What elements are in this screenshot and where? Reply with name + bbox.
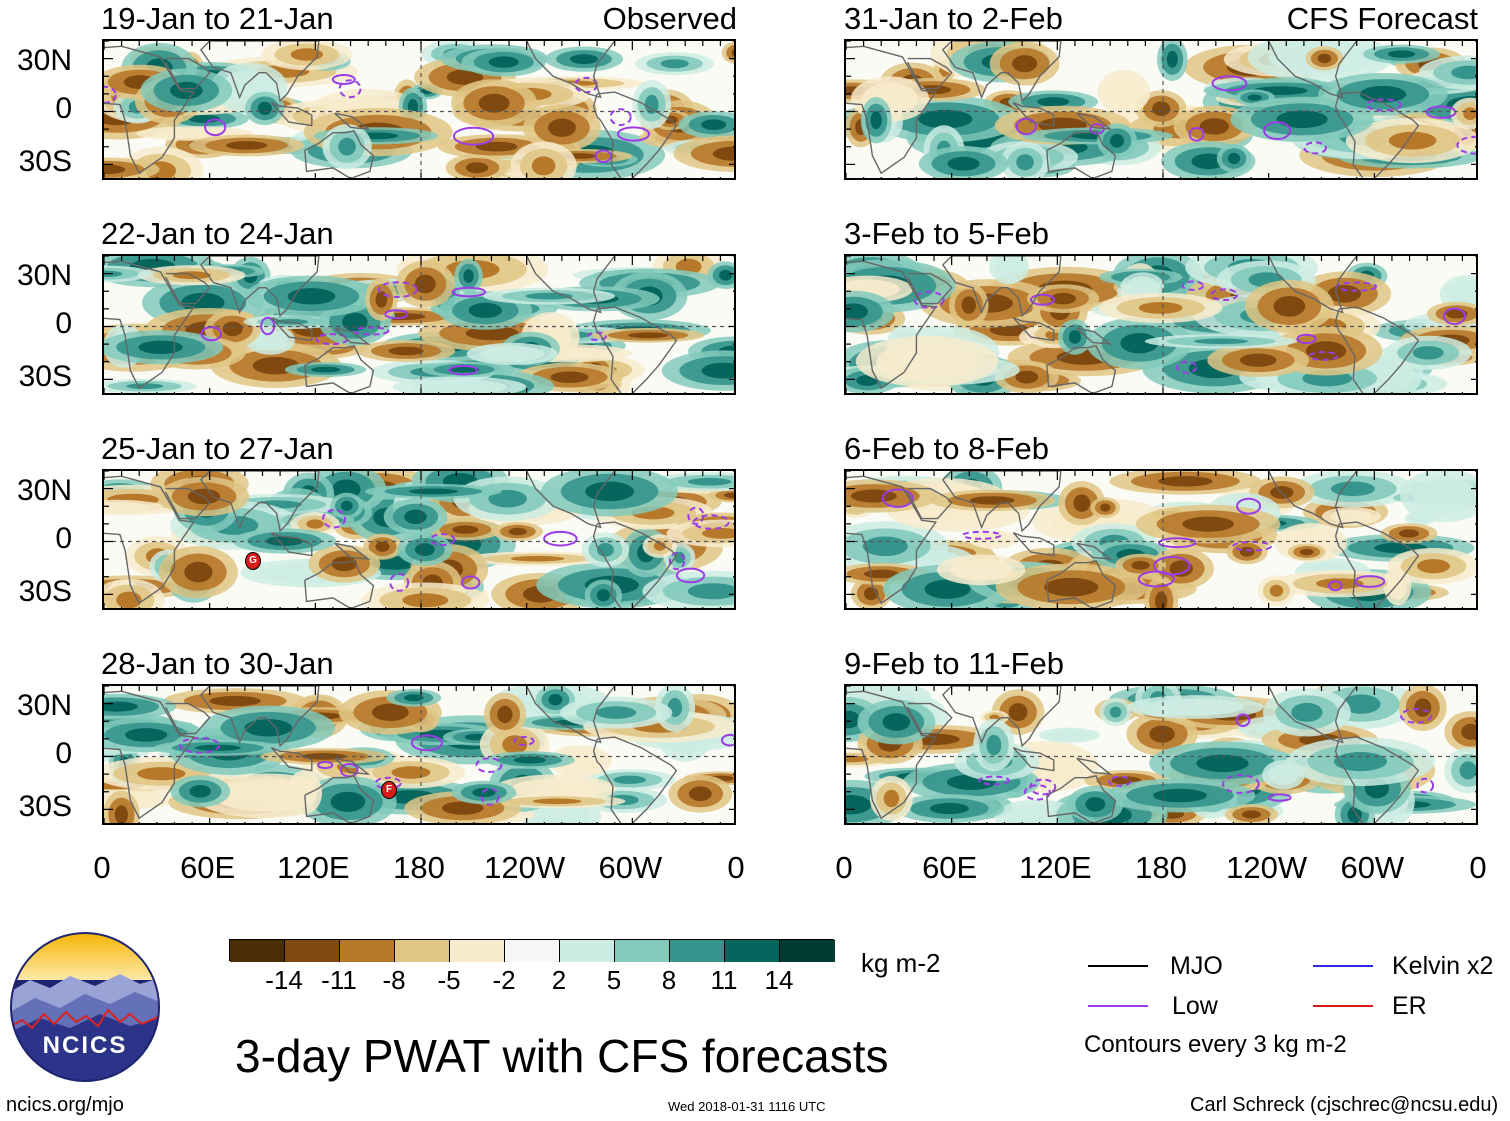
- colorbar-tick-label: 14: [764, 965, 794, 995]
- legend-note: Contours every 3 kg m-2: [1084, 1031, 1347, 1058]
- legend-label-mjo: MJO: [1170, 952, 1223, 980]
- colorbar-tick-label: -11: [321, 965, 357, 995]
- longitude-label: 60E: [922, 850, 978, 885]
- legend-line-er: [1313, 1005, 1373, 1007]
- panel-title: 6-Feb to 8-Feb: [844, 431, 1050, 466]
- latitude-label: 0: [55, 522, 72, 555]
- map-panel: [844, 684, 1478, 825]
- legend-line-mjo: [1088, 965, 1148, 967]
- legend-line-low: [1088, 1005, 1148, 1007]
- pwat-map-svg: [104, 256, 734, 393]
- latitude-label: 0: [55, 307, 72, 340]
- latitude-label: 30S: [18, 575, 72, 608]
- footer-timestamp: Wed 2018-01-31 1116 UTC: [668, 1099, 826, 1114]
- longitude-label: 0: [727, 850, 745, 885]
- ncics-logo: NCICS: [10, 932, 160, 1082]
- colorbar-box: [285, 940, 340, 962]
- map-panel: [844, 39, 1478, 180]
- legend-line-kelvin: [1313, 965, 1373, 967]
- longitude-label: 60W: [598, 850, 663, 885]
- panel-title: 25-Jan to 27-Jan: [101, 431, 334, 466]
- colorbar-box: [395, 940, 450, 962]
- pwat-map-svg: [104, 41, 734, 178]
- map-panel: [844, 469, 1478, 610]
- map-panel: F: [102, 684, 736, 825]
- storm-marker-icon: G: [245, 552, 261, 570]
- colorbar-tick-label: -2: [492, 965, 516, 995]
- longitude-label: 0: [835, 850, 853, 885]
- longitude-label: 60E: [180, 850, 236, 885]
- colorbar-tick-label: -14: [265, 965, 303, 995]
- colorbar-box: [505, 940, 560, 962]
- colorbar-units: kg m-2: [861, 948, 941, 978]
- main-title: 3-day PWAT with CFS forecasts: [235, 1030, 889, 1082]
- latitude-label: 30S: [18, 790, 72, 823]
- colorbar-box: [780, 940, 835, 962]
- map-panel: [844, 254, 1478, 395]
- longitude-label: 120E: [1019, 850, 1092, 885]
- latitude-label: 30N: [16, 474, 72, 507]
- map-panel: [102, 254, 736, 395]
- colorbar-box: [230, 940, 285, 962]
- colorbar-box: [450, 940, 505, 962]
- pwat-map-svg: [846, 686, 1476, 823]
- longitude-label: 180: [1135, 850, 1187, 885]
- longitude-label: 0: [1469, 850, 1487, 885]
- panel-title: 9-Feb to 11-Feb: [844, 646, 1064, 681]
- legend-label-kelvin: Kelvin x2: [1392, 952, 1494, 980]
- longitude-label: 0: [93, 850, 111, 885]
- panel-title: 28-Jan to 30-Jan: [101, 646, 334, 681]
- colorbar: [229, 939, 835, 962]
- pwat-map-svg: [104, 471, 734, 608]
- latitude-label: 30N: [16, 259, 72, 292]
- longitude-label: 60W: [1340, 850, 1405, 885]
- pwat-map-svg: [846, 256, 1476, 393]
- colorbar-box: [615, 940, 670, 962]
- panel-tag-observed: Observed: [602, 1, 737, 36]
- panel-title: 31-Jan to 2-Feb: [844, 1, 1063, 36]
- storm-marker-icon: F: [381, 781, 397, 799]
- footer-url[interactable]: ncics.org/mjo: [6, 1094, 124, 1116]
- latitude-label: 30N: [16, 689, 72, 722]
- panel-title: 3-Feb to 5-Feb: [844, 216, 1050, 251]
- colorbar-tick-label: 2: [551, 965, 567, 995]
- longitude-label: 120E: [277, 850, 350, 885]
- map-panel: [102, 39, 736, 180]
- longitude-label: 180: [393, 850, 445, 885]
- colorbar-tick-label: 11: [710, 965, 738, 995]
- colorbar-tick-label: 5: [606, 965, 622, 995]
- panel-tag-forecast: CFS Forecast: [1286, 1, 1478, 36]
- latitude-label: 0: [55, 737, 72, 770]
- legend-label-low: Low: [1172, 992, 1218, 1020]
- latitude-label: 30N: [16, 44, 72, 77]
- colorbar-tick-label: -5: [437, 965, 461, 995]
- colorbar-box: [725, 940, 780, 962]
- footer-credit: Carl Schreck (cjschrec@ncsu.edu): [1190, 1094, 1499, 1116]
- longitude-label: 120W: [484, 850, 566, 885]
- panel-title: 19-Jan to 21-Jan: [101, 1, 334, 36]
- pwat-map-svg: [846, 41, 1476, 178]
- latitude-label: 0: [55, 92, 72, 125]
- colorbar-tick-label: 8: [661, 965, 677, 995]
- panel-title: 22-Jan to 24-Jan: [101, 216, 334, 251]
- legend-label-er: ER: [1392, 992, 1427, 1020]
- latitude-label: 30S: [18, 145, 72, 178]
- map-panel: G: [102, 469, 736, 610]
- colorbar-box: [560, 940, 615, 962]
- colorbar-tick-label: -8: [382, 965, 406, 995]
- latitude-label: 30S: [18, 360, 72, 393]
- logo-text: NCICS: [42, 1032, 128, 1059]
- pwat-map-svg: [104, 686, 734, 823]
- pwat-map-svg: [846, 471, 1476, 608]
- colorbar-box: [670, 940, 725, 962]
- colorbar-box: [340, 940, 395, 962]
- longitude-label: 120W: [1226, 850, 1308, 885]
